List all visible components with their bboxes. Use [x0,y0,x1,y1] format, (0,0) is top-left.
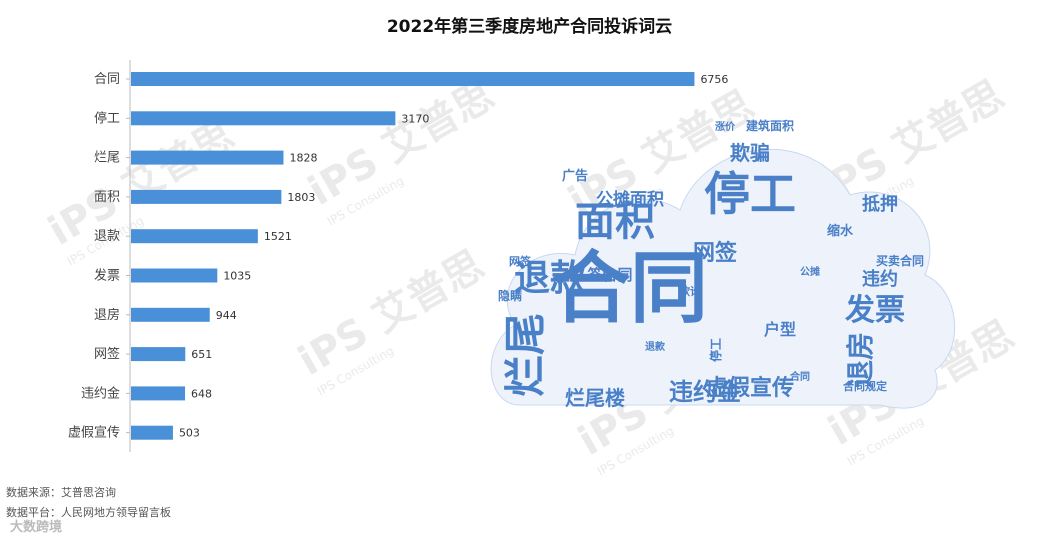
category-label: 合同 [94,72,120,87]
cloud-word: 退房 [844,332,877,388]
cloud-word: 发票 [844,293,905,328]
category-label: 网签 [94,346,120,362]
value-label: 1521 [264,230,292,243]
bar [131,425,173,440]
value-label: 3170 [401,112,429,125]
cloud-word: 合同 [552,244,708,334]
cloud-word: 虚假宣传 [706,375,794,401]
value-label: 1803 [287,191,315,204]
cloud-word: 欺骗 [730,141,770,165]
cloud-word: 欺诈 [679,284,701,298]
cloud-word: 违约金 [669,378,742,406]
cloud-word: 公摊面积 [596,189,664,210]
bar [131,307,210,322]
cloud-word: 违约 [862,268,898,290]
category-label: 违约金 [81,385,120,401]
cloud-word: 签合同 [586,266,632,284]
cloud-word: 烂尾 [501,313,550,397]
cloud-word: 涨价 [715,120,736,133]
cloud-word: 缩水 [827,223,854,239]
cloud-word: 网签 [509,254,532,268]
data-platform: 数据平台：人民网地方领导留言板 [6,506,171,519]
cloud-word: 停工 [708,338,723,362]
cloud-word: 停工 [704,167,796,221]
value-label: 6756 [700,73,728,86]
category-label: 面积 [94,190,120,205]
cloud-word: 烂尾楼 [565,386,625,410]
cloud-word: 退款 [514,258,586,299]
bar [131,150,284,165]
category-label: 虚假宣传 [68,425,120,441]
value-label: 1035 [223,270,251,283]
cloud-word: 网签 [693,240,738,266]
category-label: 停工 [94,110,120,126]
bar [131,111,396,126]
data-source: 数据来源：艾普思咨询 [6,486,116,499]
cloud-word: 公摊 [800,265,820,278]
bar [131,268,218,283]
bar [131,386,186,401]
value-label: 503 [179,427,200,440]
cloud-word: 隐瞒 [498,288,522,303]
cloud-word: 广告 [562,168,588,184]
cloud-word: 抵押 [862,193,898,215]
value-label: 1828 [289,152,317,165]
category-label: 发票 [94,268,120,284]
bar [131,347,186,362]
bar [131,72,695,86]
bar [131,229,258,244]
cloud-word: 建筑面积 [745,118,794,133]
cloud-word: 买卖合同 [876,253,924,268]
chart-title: 2022年第三季度房地产合同投诉词云 [386,17,673,37]
value-label: 944 [216,309,237,322]
bar [131,189,282,204]
cloud-word: 户型 [764,320,796,339]
footer-logo: 大数跨境 [10,520,63,535]
cloud-word: 合同 [789,370,810,383]
cloud-word: 面积 [575,199,655,245]
value-label: 648 [191,387,212,400]
category-label: 退房 [94,307,120,323]
category-label: 烂尾 [94,151,120,166]
cloud-word: 退款 [645,340,666,353]
cloud-shape [490,149,956,409]
cloud-word: 合同规定 [843,379,887,393]
category-label: 退款 [94,229,120,244]
value-label: 651 [191,348,212,361]
